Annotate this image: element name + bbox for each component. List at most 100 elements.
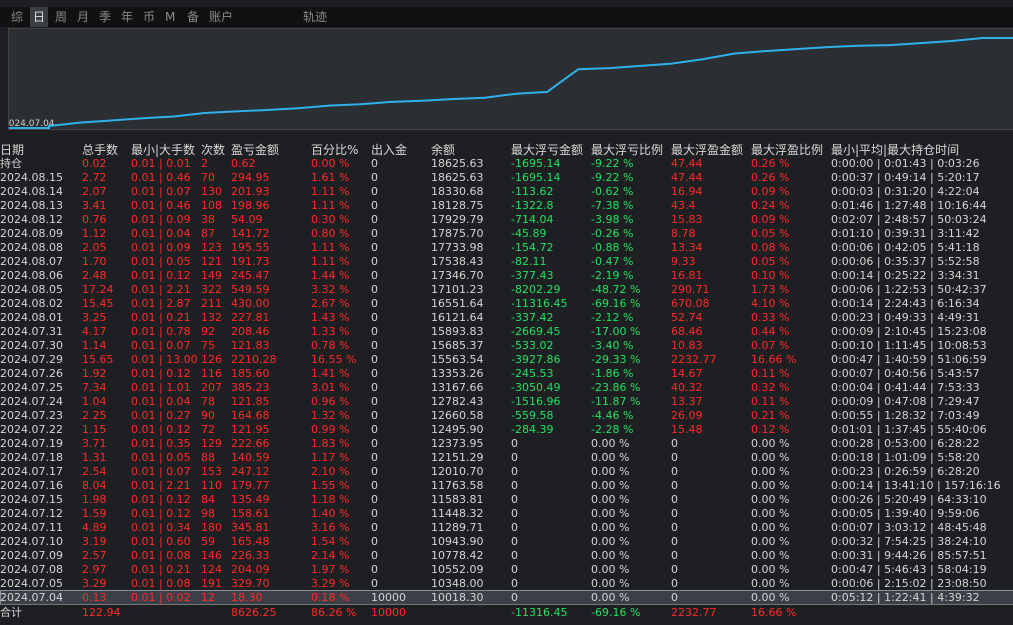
cell: 1.59	[82, 507, 107, 520]
cell: 0.00 %	[591, 437, 630, 450]
cell: 0:00:06 | 0:35:37 | 5:52:58	[831, 255, 980, 268]
cell: 0.21 %	[751, 409, 790, 422]
cell: 204.09	[231, 563, 270, 576]
cell: 11289.71	[431, 521, 484, 534]
cell: 208.46	[231, 325, 270, 338]
tab[interactable]: 月	[77, 10, 90, 24]
cell: 1.12	[82, 227, 107, 240]
column-header[interactable]: 最大浮盈金额	[671, 143, 744, 157]
cell: 247.12	[231, 465, 270, 478]
tab[interactable]: 币	[143, 10, 156, 24]
tab[interactable]: 季	[99, 10, 112, 24]
cell: 47.44	[671, 157, 703, 170]
cell: 13353.26	[431, 367, 484, 380]
cell: 0	[371, 199, 378, 212]
cell: 1.97 %	[311, 563, 350, 576]
cell: 0	[371, 213, 378, 226]
tab[interactable]: 综	[11, 10, 24, 24]
cell: 2024.07.30	[0, 339, 63, 352]
cell: 2232.77	[671, 353, 717, 366]
cell: 2024.07.29	[0, 353, 63, 366]
cell: 0	[371, 353, 378, 366]
column-header[interactable]: 最大浮亏比例	[591, 143, 664, 157]
footer-cell: 10000	[371, 606, 406, 619]
tab[interactable]: 备	[187, 10, 200, 24]
cell: 0	[371, 451, 378, 464]
column-header[interactable]: 百分比%	[311, 143, 359, 157]
cell: 3.71	[82, 437, 107, 450]
tab[interactable]: 周	[55, 10, 68, 24]
cell: 0:00:18 | 1:01:09 | 5:58:20	[831, 451, 980, 464]
cell: -29.33 %	[591, 353, 641, 366]
cell: 198.96	[231, 199, 270, 212]
cell: 0	[511, 521, 518, 534]
tab[interactable]: 年	[121, 10, 134, 24]
cell: 0:01:46 | 1:27:48 | 10:16:44	[831, 199, 987, 212]
cell: 12660.58	[431, 409, 484, 422]
cell: 0	[371, 395, 378, 408]
cell: 92	[201, 325, 215, 338]
column-header[interactable]: 最小|平均|最大持仓时间	[831, 143, 960, 157]
cell: 2024.07.26	[0, 367, 63, 380]
cell: 2024.08.06	[0, 269, 63, 282]
cell: 135.49	[231, 493, 270, 506]
cell: 0.32 %	[751, 381, 790, 394]
cell: 121.85	[231, 395, 270, 408]
cell: 47.44	[671, 171, 703, 184]
cell: 2210.28	[231, 353, 277, 366]
cell: 2024.08.02	[0, 297, 63, 310]
column-header[interactable]: 余额	[431, 143, 456, 157]
footer-cell: -69.16 %	[591, 606, 641, 619]
cell: 0.01 | 0.04	[131, 395, 191, 408]
cell: 670.08	[671, 297, 710, 310]
cell: -3050.49	[511, 381, 561, 394]
cell: 17538.43	[431, 255, 484, 268]
cell: 1.73 %	[751, 283, 790, 296]
cell: 2024.07.18	[0, 451, 63, 464]
cell: 0.00 %	[751, 563, 790, 576]
cell: 15685.37	[431, 339, 484, 352]
cell: 12495.90	[431, 423, 484, 436]
cell: 3.29	[82, 577, 107, 590]
cell: 15.45	[82, 297, 114, 310]
cell: 2024.07.19	[0, 437, 63, 450]
cell: 0	[511, 563, 518, 576]
column-header[interactable]: 盈亏金额	[231, 143, 280, 157]
column-header[interactable]: 最大浮亏金额	[511, 143, 584, 157]
column-header[interactable]: 次数	[201, 143, 226, 157]
cell: 226.33	[231, 549, 270, 562]
cell: 0.01 | 0.78	[131, 325, 191, 338]
cell: 2024.08.14	[0, 185, 63, 198]
cell: 0	[371, 185, 378, 198]
cell: 0.01 | 0.09	[131, 213, 191, 226]
tab[interactable]: 日	[30, 7, 49, 27]
cell: 191	[201, 577, 222, 590]
balance-line	[9, 37, 1013, 129]
column-header[interactable]: 总手数	[82, 143, 119, 157]
cell: 0.00 %	[591, 465, 630, 478]
tab[interactable]: M	[165, 10, 176, 24]
cell: 0.01 | 0.05	[131, 255, 191, 268]
cell: 0.13	[82, 591, 107, 604]
balance-chart: 2024.07.04	[8, 28, 1013, 130]
column-header[interactable]: 日期	[0, 143, 25, 157]
column-header[interactable]: 出入金	[371, 143, 408, 157]
column-header[interactable]: 最大浮盈比例	[751, 143, 824, 157]
cell: 0:00:32 | 7:54:25 | 38:24:10	[831, 535, 987, 548]
cell: 1.44 %	[311, 269, 350, 282]
cell: 0.01 | 0.60	[131, 535, 191, 548]
tab[interactable]: 轨迹	[303, 10, 328, 24]
cell: 0.26 %	[751, 157, 790, 170]
cell: 0.00 %	[591, 493, 630, 506]
tab[interactable]: 账户	[209, 10, 234, 24]
cell: 12010.70	[431, 465, 484, 478]
cell: 18625.63	[431, 171, 484, 184]
column-header[interactable]: 最小|大手数	[131, 143, 196, 157]
cell: -11316.45	[511, 297, 568, 310]
cell: 68.46	[671, 325, 703, 338]
cell: 0.08 %	[751, 241, 790, 254]
cell: 0:00:09 | 2:10:45 | 15:23:08	[831, 325, 987, 338]
cell: 87	[201, 227, 215, 240]
cell: 10000	[371, 591, 406, 604]
cell: 1.11 %	[311, 185, 350, 198]
